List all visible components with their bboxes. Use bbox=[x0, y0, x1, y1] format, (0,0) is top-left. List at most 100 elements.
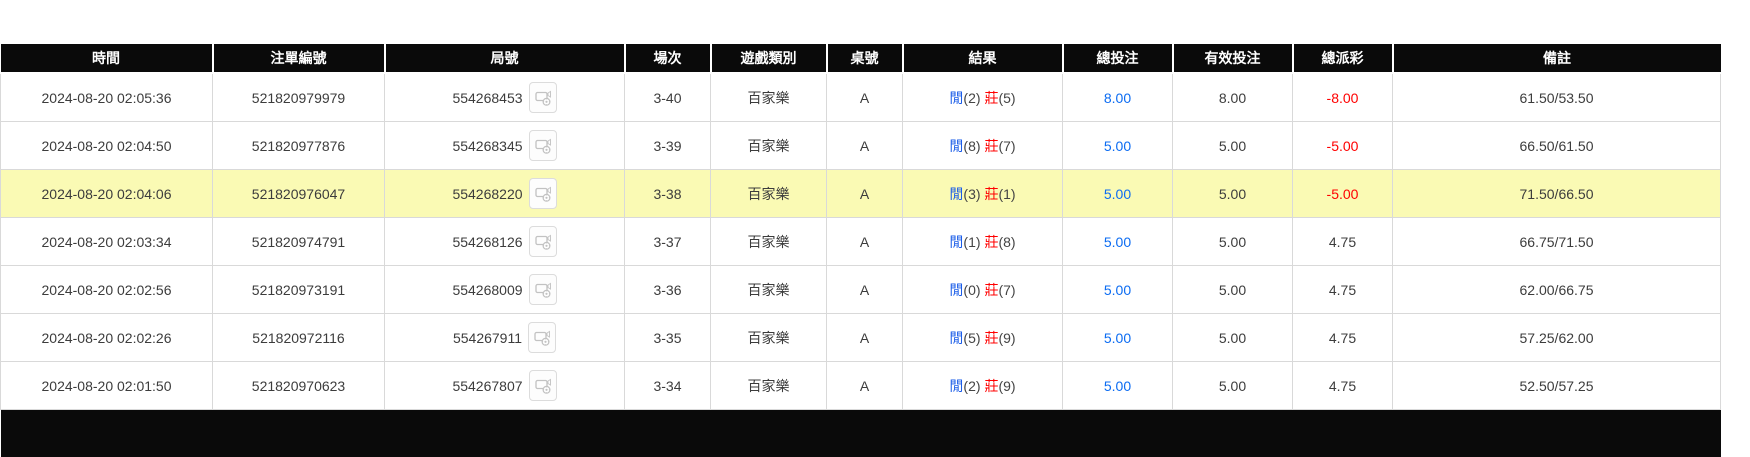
cell-game-type: 百家樂 bbox=[710, 361, 827, 410]
table-row[interactable]: 2024-08-20 02:02:56 521820973191 5542680… bbox=[0, 265, 1721, 314]
cell-remark: 62.00/66.75 bbox=[1392, 265, 1721, 314]
video-replay-icon[interactable] bbox=[528, 274, 557, 305]
cell-session: 3-39 bbox=[624, 121, 711, 170]
cell-bet-id: 521820970623 bbox=[212, 361, 385, 410]
cell-total-payout: 4.75 bbox=[1292, 217, 1393, 266]
cell-game-type: 百家樂 bbox=[710, 217, 827, 266]
column-header-total_bet: 總投注 bbox=[1062, 44, 1174, 74]
cell-remark: 52.50/57.25 bbox=[1392, 361, 1721, 410]
cell-session: 3-38 bbox=[624, 169, 711, 218]
cell-time: 2024-08-20 02:05:36 bbox=[0, 72, 213, 122]
table-row[interactable]: 2024-08-20 02:03:34 521820974791 5542681… bbox=[0, 217, 1721, 266]
table-row[interactable]: 2024-08-20 02:04:50 521820977876 5542683… bbox=[0, 121, 1721, 170]
cell-time: 2024-08-20 02:04:06 bbox=[0, 169, 213, 218]
table-row[interactable]: 2024-08-20 02:02:26 521820972116 5542679… bbox=[0, 313, 1721, 362]
cell-total-payout: 4.75 bbox=[1292, 313, 1393, 362]
cell-total-bet: 5.00 bbox=[1062, 169, 1173, 218]
banker-result-label: 莊 bbox=[984, 281, 999, 298]
player-result-label: 閒 bbox=[949, 281, 964, 298]
cell-table-no: A bbox=[826, 313, 903, 362]
cell-time: 2024-08-20 02:02:26 bbox=[0, 313, 213, 362]
round-number: 554267807 bbox=[452, 377, 523, 394]
cell-result: 閒(3) 莊(1) bbox=[902, 169, 1063, 218]
banker-result-score: (9) bbox=[998, 377, 1016, 394]
cell-total-payout: 4.75 bbox=[1292, 265, 1393, 314]
banker-result-score: (5) bbox=[998, 89, 1016, 106]
cell-round-no: 554267807 bbox=[384, 361, 625, 410]
video-replay-icon[interactable] bbox=[528, 82, 557, 113]
cell-valid-bet: 5.00 bbox=[1172, 313, 1293, 362]
round-number: 554268126 bbox=[452, 233, 523, 250]
banker-result-label: 莊 bbox=[984, 89, 999, 106]
bet-records-table: 時間 注單編號 局號 場次 遊戲類別 桌號 結果 總投注 有效投注 總派彩 備註 2024-08-2… bbox=[0, 44, 1721, 457]
cell-total-payout: -8.00 bbox=[1292, 72, 1393, 122]
round-number: 554268345 bbox=[452, 137, 523, 154]
cell-table-no: A bbox=[826, 361, 903, 410]
column-header-round_no: 局號 bbox=[384, 44, 626, 74]
cell-total-payout: -5.00 bbox=[1292, 169, 1393, 218]
cell-time: 2024-08-20 02:03:34 bbox=[0, 217, 213, 266]
video-replay-icon[interactable] bbox=[528, 226, 557, 257]
cell-round-no: 554268220 bbox=[384, 169, 625, 218]
cell-total-bet: 5.00 bbox=[1062, 361, 1173, 410]
cell-result: 閒(5) 莊(9) bbox=[902, 313, 1063, 362]
player-result-score: (5) bbox=[963, 329, 981, 346]
video-replay-icon[interactable] bbox=[528, 370, 557, 401]
cell-result: 閒(0) 莊(7) bbox=[902, 265, 1063, 314]
cell-bet-id: 521820973191 bbox=[212, 265, 385, 314]
banker-result-label: 莊 bbox=[984, 329, 999, 346]
table-footer-bar bbox=[0, 409, 1721, 457]
player-result-label: 閒 bbox=[949, 233, 964, 250]
cell-total-bet: 5.00 bbox=[1062, 313, 1173, 362]
cell-round-no: 554268009 bbox=[384, 265, 625, 314]
cell-result: 閒(1) 莊(8) bbox=[902, 217, 1063, 266]
video-replay-icon[interactable] bbox=[528, 130, 557, 161]
player-result-score: (8) bbox=[963, 137, 981, 154]
column-header-session: 場次 bbox=[624, 44, 712, 74]
cell-valid-bet: 5.00 bbox=[1172, 217, 1293, 266]
banker-result-label: 莊 bbox=[984, 137, 999, 154]
round-number: 554268009 bbox=[452, 281, 523, 298]
header-row: 時間 注單編號 局號 場次 遊戲類別 桌號 結果 總投注 有效投注 總派彩 備註 bbox=[0, 44, 1721, 74]
cell-round-no: 554268126 bbox=[384, 217, 625, 266]
cell-round-no: 554268345 bbox=[384, 121, 625, 170]
player-result-label: 閒 bbox=[949, 185, 964, 202]
cell-remark: 71.50/66.50 bbox=[1392, 169, 1721, 218]
cell-total-payout: 4.75 bbox=[1292, 361, 1393, 410]
table-row[interactable]: 2024-08-20 02:01:50 521820970623 5542678… bbox=[0, 361, 1721, 410]
cell-remark: 66.75/71.50 bbox=[1392, 217, 1721, 266]
cell-valid-bet: 5.00 bbox=[1172, 361, 1293, 410]
cell-total-payout: -5.00 bbox=[1292, 121, 1393, 170]
banker-result-score: (7) bbox=[998, 137, 1016, 154]
video-replay-icon[interactable] bbox=[528, 322, 557, 353]
banker-result-label: 莊 bbox=[984, 377, 999, 394]
cell-game-type: 百家樂 bbox=[710, 313, 827, 362]
cell-table-no: A bbox=[826, 217, 903, 266]
cell-session: 3-40 bbox=[624, 72, 711, 122]
cell-valid-bet: 5.00 bbox=[1172, 265, 1293, 314]
cell-result: 閒(2) 莊(5) bbox=[902, 72, 1063, 122]
column-header-time: 時間 bbox=[0, 44, 214, 74]
cell-total-bet: 8.00 bbox=[1062, 72, 1173, 122]
banker-result-score: (8) bbox=[998, 233, 1016, 250]
cell-table-no: A bbox=[826, 121, 903, 170]
cell-remark: 57.25/62.00 bbox=[1392, 313, 1721, 362]
banker-result-score: (7) bbox=[998, 281, 1016, 298]
player-result-score: (1) bbox=[963, 233, 981, 250]
cell-bet-id: 521820972116 bbox=[212, 313, 385, 362]
round-number: 554268220 bbox=[452, 185, 523, 202]
column-header-valid_bet: 有效投注 bbox=[1172, 44, 1294, 74]
banker-result-score: (1) bbox=[998, 185, 1016, 202]
table-row[interactable]: 2024-08-20 02:04:06 521820976047 5542682… bbox=[0, 169, 1721, 218]
cell-time: 2024-08-20 02:01:50 bbox=[0, 361, 213, 410]
cell-table-no: A bbox=[826, 72, 903, 122]
table-row[interactable]: 2024-08-20 02:05:36 521820979979 5542684… bbox=[0, 72, 1721, 122]
cell-total-bet: 5.00 bbox=[1062, 217, 1173, 266]
cell-game-type: 百家樂 bbox=[710, 72, 827, 122]
video-replay-icon[interactable] bbox=[528, 178, 557, 209]
column-header-bet_id: 注單編號 bbox=[212, 44, 386, 74]
cell-bet-id: 521820974791 bbox=[212, 217, 385, 266]
cell-table-no: A bbox=[826, 265, 903, 314]
cell-time: 2024-08-20 02:04:50 bbox=[0, 121, 213, 170]
